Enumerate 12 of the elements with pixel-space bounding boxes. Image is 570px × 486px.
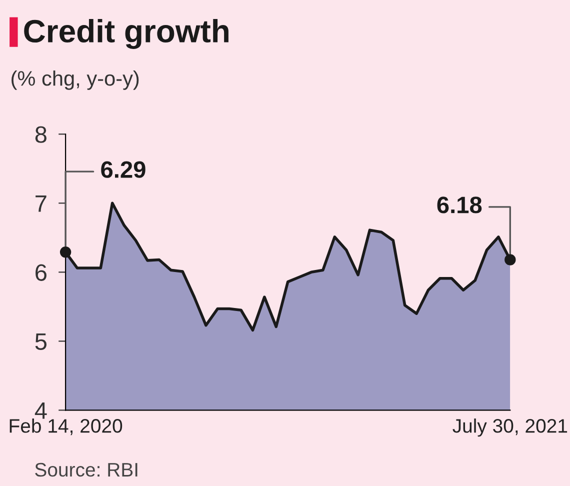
- x-tick-label: Feb 14, 2020: [10, 418, 122, 436]
- y-tick-label: 4: [34, 402, 47, 419]
- chart-title: Credit growth: [24, 19, 228, 49]
- data-label: 6.29: [101, 161, 146, 178]
- x-tick-label: July 30, 2021: [452, 418, 568, 437]
- source-note: Source: RBI: [35, 462, 138, 477]
- y-tick-label: 8: [35, 126, 46, 143]
- y-tick-label: 7: [36, 195, 46, 212]
- y-tick-label: 6: [36, 264, 46, 281]
- y-tick-label: 5: [35, 333, 47, 350]
- chart-subtitle: (% chg, y-o-y): [12, 70, 139, 90]
- data-label: 6.18: [437, 196, 482, 214]
